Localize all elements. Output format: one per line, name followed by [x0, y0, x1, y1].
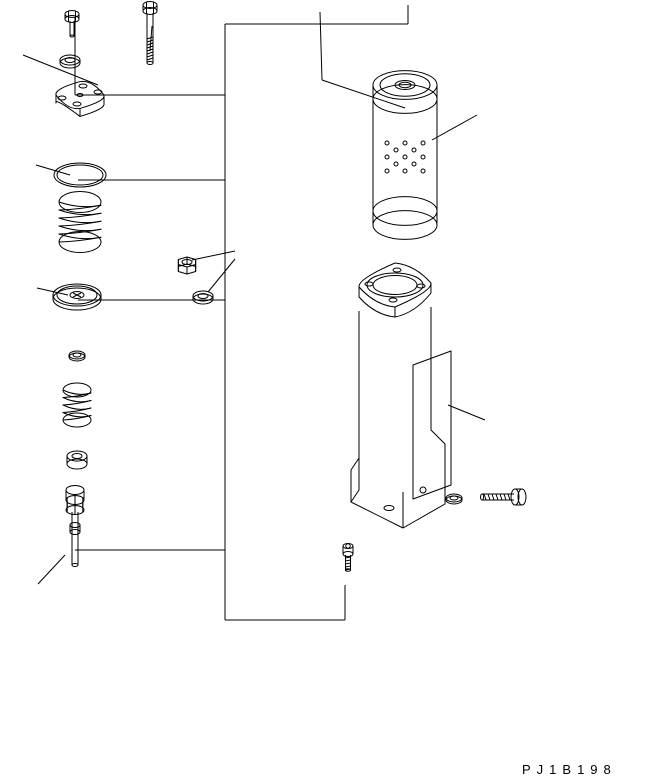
small-ring-1 [69, 351, 85, 361]
exploded-view-diagram [0, 0, 653, 783]
filter-element [373, 71, 437, 240]
small-ring-2 [67, 451, 87, 469]
washer-mid [193, 291, 213, 304]
bolt-top-left [65, 11, 79, 38]
cover-plate [56, 81, 104, 116]
long-bolt [143, 2, 157, 65]
hex-bolt-right [481, 489, 527, 505]
drawing-code-label: PJ1B198 [522, 762, 617, 777]
spring-large [59, 192, 101, 253]
seal-ring [54, 163, 106, 187]
filter-body [351, 263, 451, 528]
spring-small [63, 383, 91, 427]
stem [66, 486, 84, 567]
fitting-bottom [343, 544, 353, 572]
washer-right [446, 494, 462, 504]
washer-top-left [60, 55, 80, 68]
callout-lines [23, 5, 485, 620]
valve-disc [53, 284, 101, 310]
